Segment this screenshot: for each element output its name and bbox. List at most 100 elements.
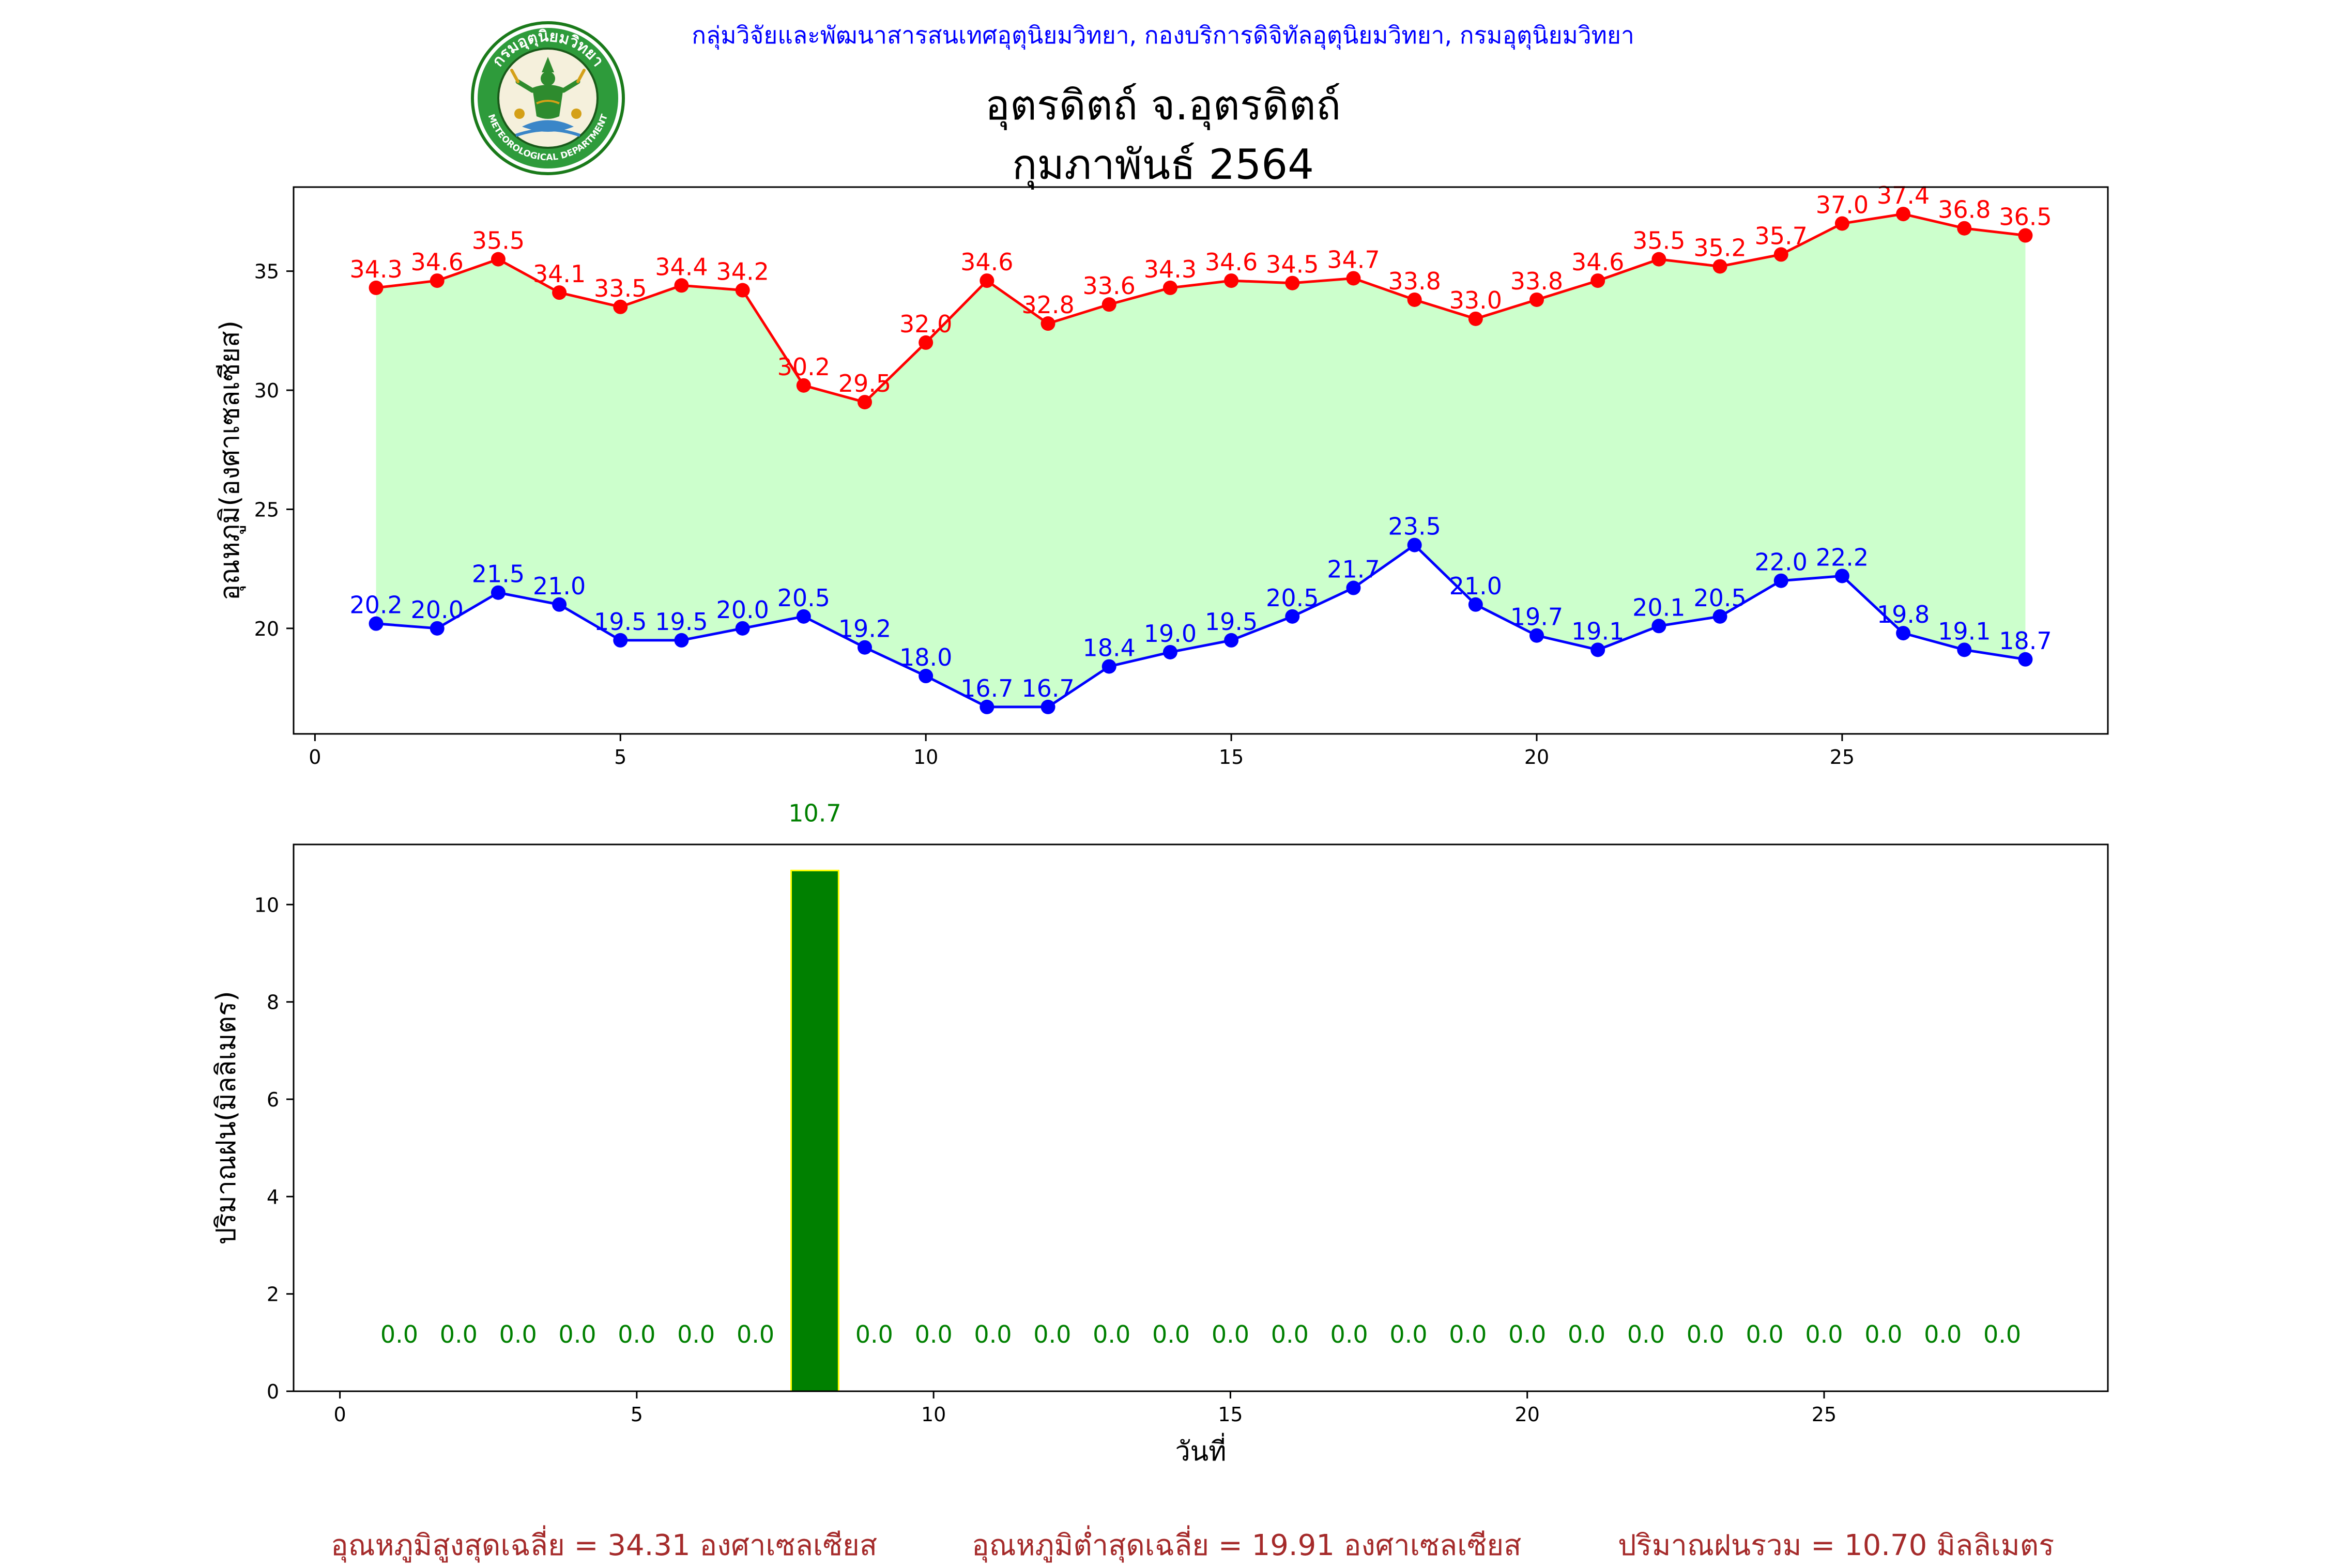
min-temperature-label: 21.7	[1327, 556, 1380, 583]
min-temperature-label: 20.5	[1266, 584, 1319, 612]
rainfall-value-label: 0.0	[1330, 1320, 1368, 1348]
max-temperature-label: 34.6	[960, 248, 1013, 276]
max-temperature-label: 36.5	[1999, 203, 2052, 231]
max-temperature-label: 32.0	[899, 310, 952, 338]
rainfall-y-tick-label: 0	[267, 1380, 279, 1403]
rainfall-value-label: 0.0	[1212, 1320, 1249, 1348]
rainfall-y-tick-label: 8	[267, 991, 279, 1014]
rainfall-x-tick-label: 20	[1515, 1403, 1540, 1426]
min-temperature-label: 18.4	[1083, 634, 1136, 662]
temperature-y-axis-label: อุณหภูมิ(องศาเซลเซียส)	[215, 320, 246, 601]
rainfall-value-label: 0.0	[1093, 1320, 1130, 1348]
rainfall-value-label: 0.0	[1864, 1320, 1902, 1348]
temperature-chart: 34.3 20.2 34.6 20.0 35.5 21.5 34.1 21.0 33.5 19.5…	[215, 181, 2108, 768]
max-temperature-label: 33.8	[1388, 267, 1441, 295]
rainfall-value-label: 0.0	[974, 1320, 1012, 1348]
min-temperature-label: 20.0	[411, 596, 464, 624]
rainfall-value-label: 0.0	[677, 1320, 715, 1348]
max-temperature-label: 34.5	[1266, 251, 1319, 279]
rainfall-value-label: 0.0	[1152, 1320, 1190, 1348]
temperature-x-tick-label: 0	[309, 746, 321, 768]
rainfall-value-label: 0.0	[1271, 1320, 1309, 1348]
min-temperature-label: 20.5	[777, 584, 830, 612]
rainfall-value-label: 0.0	[1924, 1320, 1962, 1348]
max-temperature-label: 35.2	[1693, 234, 1746, 262]
rainfall-value-label: 0.0	[1627, 1320, 1665, 1348]
min-temperature-label: 20.1	[1632, 593, 1685, 621]
max-temperature-label: 35.5	[1632, 227, 1685, 255]
temperature-y-tick-label: 30	[254, 379, 279, 402]
max-temperature-label: 34.3	[1144, 255, 1197, 283]
min-temperature-label: 20.5	[1693, 584, 1746, 612]
max-temperature-label: 33.0	[1449, 286, 1502, 314]
temperature-y-tick-label: 35	[254, 260, 279, 283]
max-temperature-label: 34.2	[716, 258, 769, 286]
rainfall-value-label: 0.0	[558, 1320, 596, 1348]
min-temperature-label: 22.2	[1816, 543, 1869, 571]
min-temperature-label: 19.1	[1938, 617, 1991, 645]
min-temperature-label: 19.7	[1510, 603, 1563, 631]
max-temperature-label: 33.6	[1083, 272, 1136, 300]
min-temperature-label: 18.7	[1999, 627, 2052, 655]
rainfall-value-label: 0.0	[1983, 1320, 2021, 1348]
rainfall-value-label: 0.0	[440, 1320, 478, 1348]
temperature-x-tick-label: 25	[1830, 746, 1855, 768]
rainfall-value-label: 10.7	[788, 799, 841, 827]
temperature-x-tick-label: 20	[1524, 746, 1549, 768]
rainfall-value-label: 0.0	[618, 1320, 655, 1348]
max-temperature-label: 34.4	[655, 253, 708, 281]
rainfall-x-tick-label: 10	[921, 1403, 946, 1426]
rainfall-value-label: 0.0	[1687, 1320, 1724, 1348]
min-temperature-label: 16.7	[1021, 674, 1074, 702]
min-temperature-label: 19.5	[1205, 608, 1258, 636]
temperature-x-tick-label: 5	[614, 746, 626, 768]
min-temperature-label: 21.5	[472, 560, 525, 588]
min-temperature-label: 19.1	[1571, 617, 1624, 645]
min-temperature-label: 22.0	[1755, 548, 1808, 576]
rainfall-value-label: 0.0	[1508, 1320, 1546, 1348]
rainfall-value-label: 0.0	[499, 1320, 537, 1348]
total-rainfall: ปริมาณฝนรวม = 10.70 มิลลิเมตร	[1618, 1522, 2054, 1568]
max-temperature-label: 34.1	[533, 260, 586, 288]
rainfall-value-label: 0.0	[1746, 1320, 1784, 1348]
rainfall-y-tick-label: 2	[267, 1283, 279, 1306]
rainfall-y-tick-label: 4	[267, 1186, 279, 1208]
average-min-temperature: อุณหภูมิต่ำสุดเฉลี่ย = 19.91 องศาเซลเซีย…	[972, 1522, 1521, 1568]
min-temperature-label: 21.0	[1449, 572, 1502, 600]
rainfall-chart: 0.0 0.0 0.0 0.0 0.0 0.0 0.0 10.7 0.0 0.0 0.0 0.0 0.0…	[211, 799, 2108, 1467]
rainfall-x-tick-label: 25	[1812, 1403, 1837, 1426]
rainfall-x-axis-label: วันที่	[1175, 1433, 1226, 1467]
max-temperature-label: 35.5	[472, 227, 525, 255]
min-temperature-label: 21.0	[533, 572, 586, 600]
rainfall-y-tick-label: 6	[267, 1088, 279, 1111]
rainfall-x-tick-label: 0	[333, 1403, 346, 1426]
max-temperature-label: 32.8	[1021, 291, 1074, 319]
rainfall-value-label: 0.0	[915, 1320, 953, 1348]
max-temperature-label: 33.5	[594, 274, 647, 302]
rainfall-value-label: 0.0	[380, 1320, 418, 1348]
rainfall-x-tick-label: 15	[1218, 1403, 1243, 1426]
min-temperature-label: 19.0	[1144, 620, 1197, 648]
average-max-temperature: อุณหภูมิสูงสุดเฉลี่ย = 34.31 องศาเซลเซีย…	[331, 1522, 877, 1568]
rainfall-x-tick-label: 5	[631, 1403, 643, 1426]
rainfall-value-label: 0.0	[1033, 1320, 1071, 1348]
max-temperature-label: 34.6	[411, 248, 464, 276]
max-temperature-label: 34.3	[349, 255, 402, 283]
min-temperature-label: 20.2	[349, 591, 402, 619]
max-temperature-label: 34.6	[1571, 248, 1624, 276]
temperature-x-tick-label: 15	[1219, 746, 1244, 768]
rainfall-value-label: 0.0	[1805, 1320, 1843, 1348]
max-temperature-label: 29.5	[838, 370, 891, 397]
min-temperature-label: 19.5	[655, 608, 708, 636]
rainfall-value-label: 0.0	[737, 1320, 774, 1348]
temperature-y-tick-label: 20	[254, 618, 279, 640]
rainfall-value-label: 0.0	[1389, 1320, 1427, 1348]
max-temperature-label: 30.2	[777, 353, 830, 381]
min-temperature-label: 20.0	[716, 596, 769, 624]
max-temperature-label: 34.6	[1205, 248, 1258, 276]
min-temperature-label: 16.7	[960, 674, 1013, 702]
max-temperature-label: 37.0	[1816, 191, 1869, 219]
rainfall-value-label: 0.0	[855, 1320, 893, 1348]
max-temperature-label: 36.8	[1938, 196, 1991, 224]
